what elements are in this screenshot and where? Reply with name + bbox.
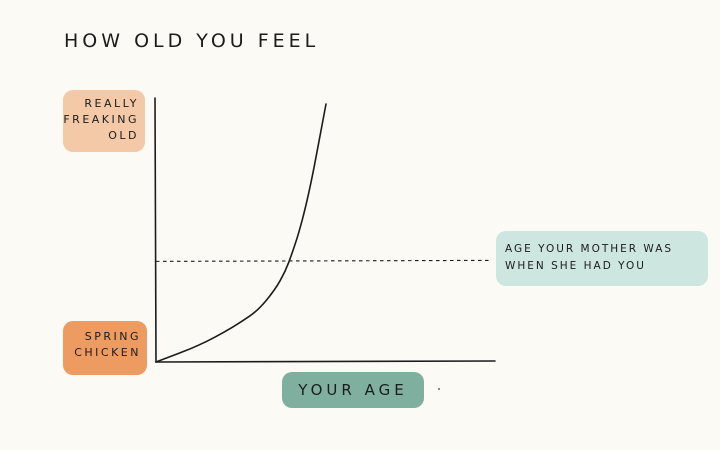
y-axis-top-label: REALLY FREAKING OLD	[63, 90, 145, 152]
reference-line	[155, 259, 493, 262]
ink-speck	[438, 388, 440, 390]
y-axis-bottom-label-line: CHICKEN	[74, 346, 141, 359]
x-axis-line	[155, 360, 496, 363]
y-axis-top-label-line: REALLY	[84, 97, 139, 110]
y-axis-bottom-label: SPRING CHICKEN	[63, 321, 147, 375]
chart-title: HOW OLD YOU FEEL	[64, 30, 320, 52]
reference-line-label: AGE YOUR MOTHER WAS WHEN SHE HAD YOU	[496, 231, 708, 286]
reference-line-label-line: AGE YOUR MOTHER WAS	[505, 243, 674, 255]
x-axis-label: YOUR AGE	[282, 372, 424, 408]
reference-line-label-line: WHEN SHE HAD YOU	[505, 260, 646, 272]
y-axis-line	[154, 97, 157, 363]
y-axis-top-label-line: OLD	[108, 129, 139, 142]
y-axis-bottom-label-line: SPRING	[84, 330, 141, 343]
series-line	[155, 103, 327, 363]
y-axis-top-label-line: FREAKING	[63, 113, 139, 126]
